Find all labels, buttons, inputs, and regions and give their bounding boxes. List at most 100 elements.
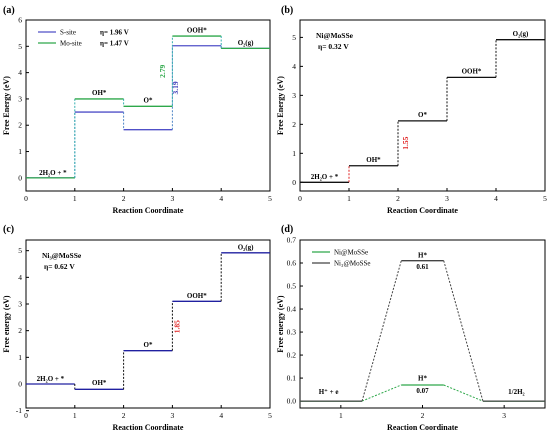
p3-s0-connector: [361, 384, 402, 402]
p1-x-tick-label: 4: [494, 194, 498, 203]
p3-step-label: H*: [418, 374, 427, 382]
p3-y-tick-label: 0.7: [287, 236, 297, 245]
p3-step-label: 1/2H₂: [508, 388, 525, 396]
p3-x-tick-label: 2: [421, 411, 425, 420]
p3-x-axis-label: Reaction Coordinate: [387, 423, 458, 432]
p2-step-label: O₂(g): [238, 243, 254, 251]
p1-step-label: O*: [418, 111, 427, 119]
p3-s1-connector: [443, 260, 484, 402]
p0-legend-label: Mo-site: [60, 40, 82, 48]
p2-inset-title: Ni₃@MoSSe: [42, 251, 82, 260]
p0-step-label: OH*: [92, 89, 107, 97]
p3-y-tick-label: 0.4: [287, 305, 297, 314]
p2-step-label: OOH*: [187, 292, 207, 300]
p2-barrier-annotation: 1.85: [173, 320, 182, 333]
p2-x-tick-label: 5: [268, 411, 272, 420]
p1-barrier-annotation: 1.55: [401, 136, 410, 149]
p0-panel-label: (a): [3, 5, 15, 16]
p0-step-label: OOH*: [187, 27, 207, 35]
p1-step-label: OH*: [366, 156, 381, 164]
p3-x-tick-label: 1: [339, 411, 343, 420]
p1-x-tick-label: 3: [445, 194, 449, 203]
p2-x-tick-label: 1: [73, 411, 77, 420]
p1-x-tick-label: 5: [543, 194, 547, 203]
p3-step-label: H⁺ + e: [319, 388, 339, 396]
p3-step-label: 0.07: [416, 387, 429, 395]
p1-x-axis-label: Reaction Coordinate: [387, 206, 458, 215]
p0-x-tick-label: 1: [73, 194, 77, 203]
p2-x-tick-label: 3: [171, 411, 175, 420]
p0-y-tick-label: 3: [18, 94, 22, 103]
p1-y-tick-label: 0: [292, 178, 296, 187]
p2-y-tick-label: 4: [18, 273, 22, 282]
p2-x-tick-label: 4: [219, 411, 223, 420]
p0-y-axis-label: Free Energy (eV): [2, 76, 11, 135]
p0-x-tick-label: 3: [171, 194, 175, 203]
p0-y-tick-label: 6: [18, 16, 22, 25]
p1-x-tick-label: 2: [396, 194, 400, 203]
p1-x-tick-label: 0: [298, 194, 302, 203]
p0-step-label: O₂(g): [238, 39, 254, 47]
p2-step-label: OH*: [92, 379, 107, 387]
p3-panel-label: (d): [281, 224, 293, 235]
p0-y-tick-label: 1: [18, 147, 22, 156]
p2-x-tick-label: 0: [24, 411, 28, 420]
p1-step-label: 2H₂O + *: [311, 173, 339, 181]
p0-plot-frame: [25, 19, 271, 192]
p1-step-label: O₂(g): [513, 30, 529, 38]
p0-y-tick-label: 4: [18, 68, 22, 77]
p2-plot-frame: [25, 239, 271, 409]
p2-y-tick-label: 1: [18, 353, 22, 362]
p0-x-axis-label: Reaction Coordinate: [113, 206, 184, 215]
p2-y-axis-label: Free energy (eV): [2, 295, 11, 352]
p1-y-tick-label: 1: [292, 149, 296, 158]
p0-barrier-annotation: 2.79: [158, 64, 167, 77]
p3-step-label: H*: [418, 251, 427, 259]
p0-x-tick-label: 4: [219, 194, 223, 203]
p2-y-tick-label: 5: [18, 246, 22, 255]
p0-barrier-annotation: 3.19: [171, 81, 180, 94]
p3-step-label: 0.61: [416, 263, 429, 271]
p3-y-tick-label: 0.3: [287, 328, 297, 337]
p2-panel-label: (c): [3, 224, 14, 235]
p0-y-tick-label: 5: [18, 42, 22, 51]
p3-y-tick-label: 0.5: [287, 282, 297, 291]
p1-inset-title: Ni@MoSSe: [316, 31, 354, 40]
p3-s1-connector: [361, 260, 402, 402]
p1-y-tick-label: 3: [292, 91, 296, 100]
p0-x-tick-label: 5: [268, 194, 272, 203]
p3-y-tick-label: 0.0: [287, 397, 297, 406]
p2-y-tick-label: 3: [18, 300, 22, 309]
p3-y-tick-label: 0.1: [287, 374, 297, 383]
p1-inset-eta: η= 0.32 V: [318, 42, 349, 51]
p1-panel-label: (b): [281, 5, 293, 16]
p0-x-tick-label: 2: [122, 194, 126, 203]
p3-legend-label: Ni@MoSSe: [334, 249, 368, 257]
p2-x-tick-label: 2: [122, 411, 126, 420]
p3-s0-connector: [443, 384, 484, 402]
p1-y-tick-label: 2: [292, 120, 296, 129]
p3-legend-label: Ni₃@MoSSe: [334, 260, 371, 268]
p3-x-tick-label: 3: [502, 411, 506, 420]
p2-y-tick-label: 2: [18, 326, 22, 335]
p3-y-tick-label: 0.6: [287, 259, 297, 268]
p3-y-tick-label: 0.2: [287, 351, 297, 360]
p2-y-tick-label: 0: [18, 380, 22, 389]
p1-y-tick-label: 4: [292, 62, 296, 71]
p1-plot-frame: [299, 19, 546, 192]
p1-x-tick-label: 1: [347, 194, 351, 203]
p0-legend-eta: η= 1.47 V: [100, 40, 129, 48]
p3-y-axis-label: Free energy (eV): [276, 295, 285, 352]
p1-y-tick-label: 5: [292, 33, 296, 42]
p2-y-tick-label: -1: [16, 406, 22, 415]
p0-y-tick-label: 0: [18, 173, 22, 182]
p0-step-label: O*: [144, 96, 153, 104]
p2-x-axis-label: Reaction Coordinate: [113, 423, 184, 432]
p0-x-tick-label: 0: [24, 194, 28, 203]
p2-step-label: 2H₂O + *: [37, 375, 65, 383]
p1-y-axis-label: Free Energy (eV): [276, 76, 285, 135]
p0-y-tick-label: 2: [18, 121, 22, 130]
p0-legend-eta: η= 1.96 V: [100, 29, 129, 37]
p0-step-label: 2H₂O + *: [39, 169, 67, 177]
